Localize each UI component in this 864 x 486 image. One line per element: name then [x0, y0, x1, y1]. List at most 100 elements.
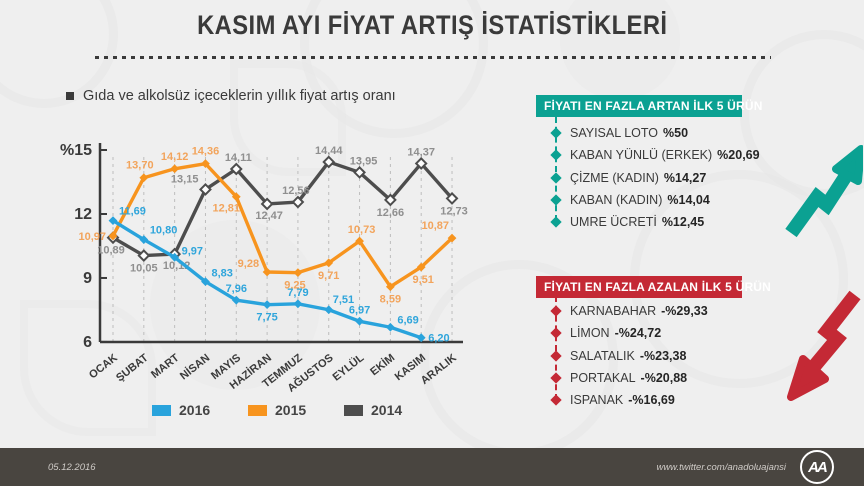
leaf-watermark-icon [230, 60, 346, 176]
diamond-bullet-icon [550, 350, 562, 362]
product-list-item: SALATALIK -%23,38 [536, 345, 806, 367]
data-point-marker [322, 155, 336, 169]
product-name: KARNABAHAR [570, 304, 657, 319]
data-point-label: 10,89 [97, 245, 125, 257]
data-point-marker [291, 195, 305, 209]
data-point-label: 14,36 [192, 146, 220, 158]
aa-logo-text: AA [808, 458, 828, 476]
product-list-item: PORTAKAL -%20,88 [536, 367, 806, 389]
diamond-bullet-icon [550, 216, 562, 228]
diamond-bullet-icon [550, 127, 562, 139]
data-point-label: 9,25 [284, 280, 305, 292]
dotted-separator [95, 56, 771, 59]
data-point-label: 7,51 [333, 294, 354, 306]
data-point-marker [262, 300, 272, 310]
product-name: KABAN (KADIN) [570, 193, 663, 208]
data-point-label: 14,11 [225, 152, 252, 164]
footer-bar: 05.12.2016 www.twitter.com/anadoluajansi… [0, 448, 864, 486]
data-point-label: 7,96 [226, 283, 247, 295]
data-point-marker [137, 249, 151, 262]
page-title: KASIM AYI FİYAT ARTIŞ İSTATİSTİKLERİ [196, 10, 668, 40]
data-point-marker [447, 233, 457, 243]
legend-swatch-icon [344, 404, 363, 416]
data-point-label: 10,73 [348, 224, 376, 236]
fruit-watermark-icon [560, 0, 680, 100]
data-point-marker [262, 267, 272, 277]
data-point-label: 14,44 [315, 145, 343, 157]
data-point-marker [199, 183, 212, 196]
data-point-marker [416, 262, 426, 272]
data-point-marker [414, 157, 428, 170]
decrease-item-list: KARNABAHAR -%29,33 LİMON -%24,72 SALATALIK -%… [536, 300, 806, 411]
data-point-marker [385, 322, 395, 332]
product-value: %50 [663, 126, 689, 141]
data-point-marker [139, 235, 149, 244]
diamond-bullet-icon [550, 327, 562, 340]
diamond-bullet-icon [550, 194, 562, 206]
legend-swatch-icon [248, 404, 267, 416]
data-point-label: 9,28 [238, 258, 259, 270]
up-trend-arrow-icon [785, 145, 863, 238]
product-list-item: KABAN (KADIN) %14,04 [536, 189, 806, 211]
data-point-label: 8,59 [380, 294, 401, 306]
data-point-marker [170, 252, 180, 262]
product-list-item: LİMON -%24,72 [536, 322, 806, 344]
legend-item-2016: 2016 [152, 402, 214, 418]
data-point-marker [293, 268, 303, 278]
data-point-label: 6,69 [397, 314, 418, 326]
product-name: LİMON [570, 326, 610, 341]
legend-item-2015: 2015 [248, 402, 310, 418]
publish-date: 05.12.2016 [48, 461, 96, 473]
data-point-marker [201, 277, 210, 287]
data-point-marker [445, 192, 459, 205]
chart-subtitle-label: Gıda ve alkolsüz içeceklerin yıllık fiya… [83, 88, 396, 104]
data-point-label: 13,70 [126, 160, 154, 172]
y-axis-tick-label: 9 [83, 270, 92, 287]
product-list-item: KABAN YÜNLÜ (ERKEK) %20,69 [536, 144, 806, 166]
data-point-label: 13,95 [350, 155, 378, 167]
product-name: SALATALIK [570, 348, 635, 363]
legend-swatch-icon [152, 404, 171, 416]
product-value: %14,04 [667, 193, 710, 208]
dashed-connector [555, 296, 557, 400]
data-point-marker [108, 231, 118, 241]
data-point-label: 9,51 [412, 274, 433, 286]
data-point-marker [260, 197, 274, 211]
data-point-marker [383, 193, 397, 207]
product-value: -%24,72 [614, 326, 662, 341]
product-list-item: ÇİZME (KADIN) %14,27 [536, 167, 806, 189]
product-name: PORTAKAL [570, 371, 636, 386]
product-name: ISPANAK [570, 393, 624, 408]
diamond-bullet-icon [550, 372, 562, 384]
data-point-label: 7,75 [256, 312, 277, 324]
data-point-label: 12,73 [440, 205, 468, 217]
data-point-marker [170, 164, 180, 174]
twitter-url[interactable]: www.twitter.com/anadoluajansi [656, 461, 786, 473]
product-list-item: KARNABAHAR -%29,33 [536, 300, 806, 322]
product-name: ÇİZME (KADIN) [570, 170, 659, 185]
data-point-label: 11,69 [119, 206, 146, 218]
data-point-label: 10,87 [421, 220, 449, 232]
data-point-marker [201, 159, 210, 169]
legend-label: 2014 [371, 402, 403, 418]
increase-item-list: SAYISAL LOTO %50 KABAN YÜNLÜ (ERKEK) %20,69… [536, 122, 806, 233]
top-decrease-panel: FİYATI EN FAZLA AZALAN İLK 5 ÜRÜN KARNAB… [536, 276, 806, 416]
product-name: KABAN YÜNLÜ (ERKEK) [570, 148, 713, 163]
product-value: -%20,88 [640, 371, 688, 386]
data-point-label: 10,97 [78, 231, 106, 243]
chart-subtitle: Gıda ve alkolsüz içeceklerin yıllık fiya… [66, 88, 396, 104]
square-bullet-icon [66, 92, 74, 100]
y-axis-tick-label: %15 [60, 142, 92, 159]
diamond-bullet-icon [550, 172, 562, 184]
axes: 6 9 12 %15 [60, 142, 463, 351]
chart-legend: 2016 2015 2014 [152, 402, 406, 418]
series-2015: 10,97 13,70 14,12 14,36 12,81 9,28 9,25 9,71 10,… [78, 146, 457, 306]
data-point-label: 10,05 [130, 263, 158, 275]
month-label: EYLÜL [330, 351, 367, 384]
product-value: -%23,38 [639, 348, 687, 363]
data-point-marker [293, 299, 303, 309]
month-label: ŞUBAT [114, 352, 151, 384]
data-point-marker [229, 162, 243, 176]
product-value: -%16,69 [628, 393, 675, 408]
